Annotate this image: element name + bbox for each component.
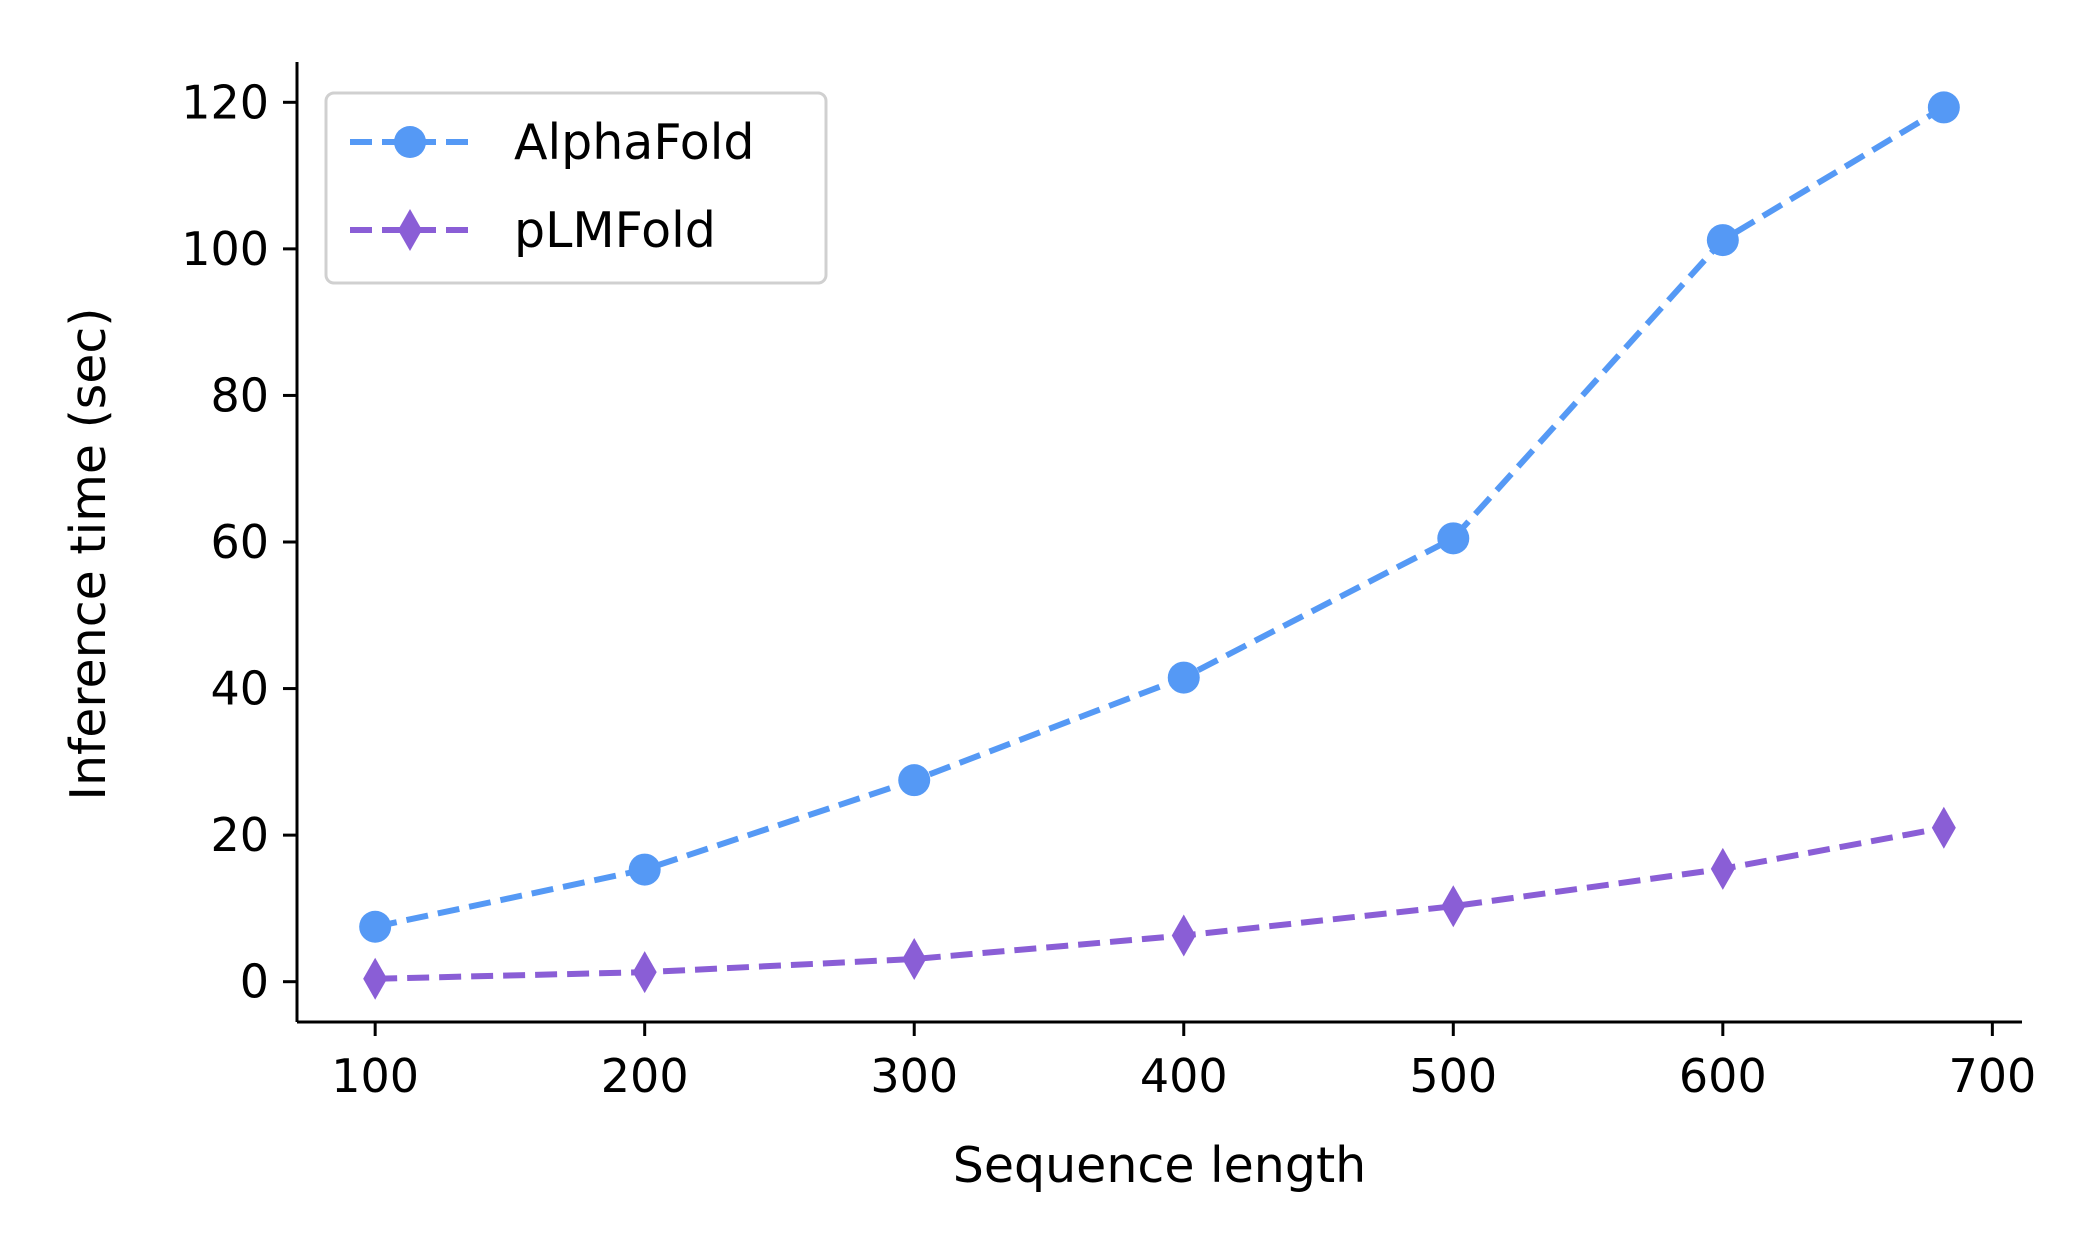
y-axis-label: Inference time (sec) [60,308,117,801]
series-plmfold [363,806,1956,1000]
data-point-plmfold [1171,914,1196,957]
data-point-plmfold [632,951,657,994]
x-tick-label: 200 [601,1049,689,1103]
legend-entry-plmfold: pLMFold [350,202,716,259]
data-point-alphafold [898,764,931,797]
x-tick-label: 400 [1140,1049,1228,1103]
data-point-alphafold [1437,522,1470,555]
legend-label-alphafold: AlphaFold [514,114,754,171]
y-tick-label: 100 [181,222,269,276]
legend: AlphaFold pLMFold [324,91,828,285]
y-tick-label: 60 [210,515,269,569]
legend-marker-shape-alphafold [394,126,426,158]
legend-marker-shape-plmfold [398,209,422,251]
series-layer [359,91,1960,1000]
y-tick-label: 40 [210,662,269,716]
x-axis-ticks: 100 200 300 400 500 600 700 [331,1022,2036,1103]
y-tick-label: 80 [210,368,269,422]
data-point-alphafold [1706,224,1739,257]
data-point-plmfold [1441,885,1466,928]
legend-marker-plmfold [398,209,422,251]
x-axis-label: Sequence length [953,1137,1366,1194]
y-tick-label: 120 [181,75,269,129]
series-alphafold [359,91,1960,943]
x-tick-label: 600 [1679,1049,1767,1103]
data-point-alphafold [359,910,392,943]
data-point-alphafold [628,853,661,886]
x-tick-label: 500 [1409,1049,1497,1103]
data-point-plmfold [902,937,927,980]
x-tick-label: 700 [1948,1049,2036,1103]
x-tick-label: 100 [331,1049,419,1103]
legend-marker-alphafold [394,126,426,158]
y-tick-label: 0 [240,955,269,1009]
y-axis-ticks: 0 20 40 60 80 100 120 [181,75,297,1009]
y-tick-label: 20 [210,808,269,862]
data-point-plmfold [1931,806,1956,849]
data-point-plmfold [1710,847,1735,890]
data-point-alphafold [1927,91,1960,124]
data-point-alphafold [1167,661,1200,694]
x-tick-label: 300 [870,1049,958,1103]
data-point-plmfold [363,957,388,1000]
legend-entry-alphafold: AlphaFold [350,114,754,171]
legend-label-plmfold: pLMFold [514,202,716,259]
